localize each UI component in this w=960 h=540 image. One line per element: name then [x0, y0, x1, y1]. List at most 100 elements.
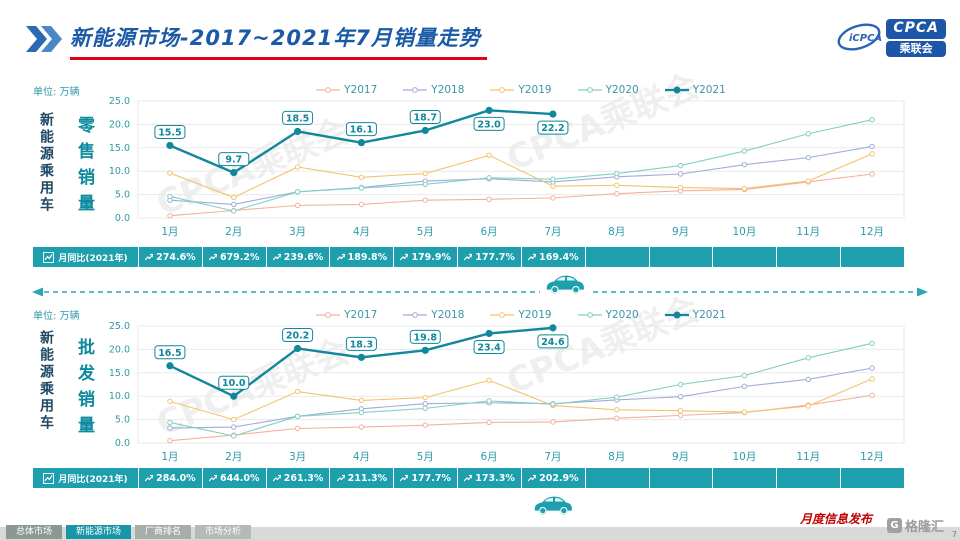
mini-chart-icon [43, 472, 55, 484]
yoy-cell-10月 [713, 247, 777, 267]
title-chevrons-icon [26, 26, 64, 56]
data-label: 16.5 [158, 348, 181, 359]
series-marker-Y2020 [167, 419, 173, 426]
data-label-box [409, 329, 441, 344]
x-tick-label: 3月 [289, 226, 306, 238]
series-marker-Y2020 [486, 398, 492, 404]
series-marker-Y2021 [549, 324, 557, 332]
tab-nev-market[interactable]: 新能源市场 [66, 525, 132, 539]
y-tick-label: 0.0 [115, 438, 130, 449]
yoy-cell-6月: 177.7% [458, 247, 521, 267]
series-line-Y2018 [169, 145, 873, 205]
unit-label: 单位: 万辆 [33, 311, 80, 322]
car-icon [528, 493, 578, 521]
x-tick-label: 4月 [353, 451, 370, 463]
cpca-logo-text: CPCA [886, 19, 946, 39]
data-label: 18.3 [350, 339, 373, 350]
series-marker-Y2017 [869, 171, 875, 177]
publish-note: 月度信息发布 [799, 512, 872, 526]
series-marker-Y2017 [358, 201, 365, 208]
x-tick-label: 11月 [796, 226, 820, 238]
section-divider [30, 284, 930, 304]
yoy-cell-9月 [649, 247, 713, 267]
series-marker-Y2020 [294, 189, 301, 195]
x-tick-label: 4月 [353, 226, 370, 238]
legend-item-Y2019: Y2019 [490, 84, 552, 96]
series-marker-Y2018 [231, 201, 237, 208]
series-marker-Y2020 [550, 176, 556, 182]
series-marker-Y2020 [869, 340, 875, 347]
x-tick-label: 5月 [417, 451, 434, 463]
series-marker-Y2020 [231, 433, 237, 439]
series-marker-Y2021 [421, 126, 429, 135]
yoy-cell-2月: 644.0% [202, 468, 266, 488]
x-tick-label: 8月 [608, 226, 625, 238]
y-tick-label: 5.0 [115, 190, 130, 201]
yoy-cell-6月: 173.3% [458, 468, 521, 488]
series-marker-Y2020 [805, 131, 811, 137]
data-label-box [537, 334, 569, 349]
unit-label: 单位: 万辆 [33, 87, 80, 98]
series-marker-Y2017 [486, 196, 492, 202]
x-tick-label: 7月 [544, 226, 561, 238]
series-marker-Y2019 [358, 174, 365, 180]
yoy-cell-8月 [585, 247, 649, 267]
wholesale-plot: 0.0 5.0 10.0 15.0 20.0 25.0 1月 2月 3月 4月 5月 6月 7月 8月 9月… [109, 321, 905, 463]
data-label-box [473, 339, 505, 354]
series-marker-Y2021 [357, 353, 366, 361]
data-label-box [473, 116, 505, 131]
x-tick-label: 12月 [860, 451, 884, 463]
series-marker-Y2019 [358, 397, 365, 404]
series-marker-Y2021 [549, 110, 557, 118]
x-tick-label: 6月 [480, 226, 497, 238]
legend-item-Y2020: Y2020 [577, 84, 639, 96]
series-line-Y2018 [169, 367, 873, 429]
series-marker-Y2017 [294, 202, 301, 209]
yoy-cell-11月 [777, 247, 841, 267]
data-label-box [218, 375, 250, 390]
x-tick-label: 9月 [672, 226, 689, 238]
y-tick-label: 5.0 [115, 415, 130, 426]
series-marker-Y2017 [614, 190, 620, 197]
series-marker-Y2019 [550, 183, 556, 189]
series-marker-Y2019 [741, 185, 748, 192]
tab-oem-ranking[interactable]: 厂商排名 [135, 525, 192, 539]
series-marker-Y2021 [230, 169, 238, 177]
series-marker-Y2021 [293, 344, 302, 353]
tab-market-analysis[interactable]: 市场分析 [195, 525, 252, 539]
legend-item-Y2020: Y2020 [577, 309, 639, 321]
series-marker-Y2021 [166, 141, 174, 150]
data-label: 10.0 [222, 378, 246, 389]
up-trend-icon [528, 474, 537, 482]
y-tick-label: 15.0 [109, 368, 130, 379]
legend-item-Y2019: Y2019 [490, 309, 552, 321]
series-marker-Y2017 [167, 437, 173, 444]
legend: Y2017 Y2018 Y2019 Y2020 Y2021 [138, 84, 904, 96]
x-tick-label: 3月 [289, 451, 306, 463]
data-label-box [537, 120, 569, 135]
x-tick-label: 8月 [608, 451, 625, 463]
series-marker-Y2021 [485, 106, 493, 114]
yoy-cell-2月: 679.2% [202, 247, 266, 267]
series-marker-Y2019 [422, 170, 428, 177]
yoy-cell-12月 [841, 247, 904, 267]
series-marker-Y2020 [422, 405, 428, 412]
legend-item-Y2018: Y2018 [403, 84, 464, 96]
tab-overall-market[interactable]: 总体市场 [6, 525, 63, 539]
data-label: 22.2 [541, 123, 564, 134]
footer-tabs: 总体市场 新能源市场 厂商排名 市场分析 [6, 525, 252, 539]
series-marker-Y2017 [869, 392, 875, 398]
series-marker-Y2021 [421, 346, 429, 354]
series-marker-Y2019 [167, 398, 173, 405]
yoy-cell-7月: 169.4% [521, 247, 585, 267]
series-line-Y2019 [169, 153, 873, 199]
x-tick-label: 2月 [225, 451, 242, 463]
series-marker-Y2021 [293, 127, 302, 136]
data-label: 9.7 [225, 155, 242, 166]
series-line-Y2020 [169, 119, 873, 212]
svg-text:iCPCA: iCPCA [849, 33, 882, 44]
series-marker-Y2020 [422, 181, 428, 188]
series-marker-Y2019 [677, 184, 684, 191]
yoy-bar: 月同比(2021年) 274.6% 679.2% 239.6% 189.8% 179.9%… [33, 247, 904, 267]
